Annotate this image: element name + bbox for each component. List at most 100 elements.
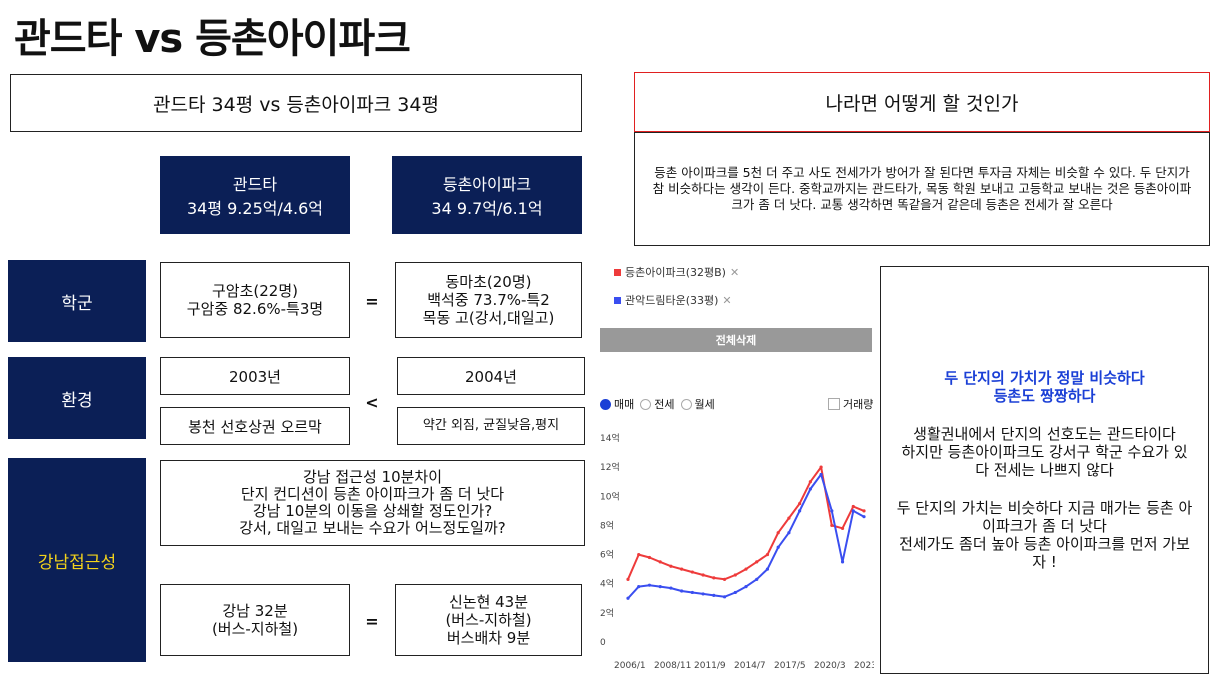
- series-2-point: [776, 545, 780, 549]
- conclusion-box: 두 단지의 가치가 정말 비슷하다 등촌도 짱짱하다 생활권내에서 단지의 선호…: [880, 266, 1209, 674]
- env-left-detail: 봉천 선호상권 오르막: [160, 407, 350, 445]
- series-2-point: [819, 472, 823, 477]
- y-tick-label: 2억: [600, 607, 614, 619]
- x-tick-label: 2020/3: [814, 661, 846, 671]
- series-1-point: [830, 523, 834, 528]
- x-tick-label: 2017/5: [774, 661, 806, 671]
- series-swatch-blue: [614, 296, 621, 304]
- env-left-year: 2003년: [160, 357, 350, 395]
- x-tick-label: 2023/1: [854, 661, 874, 671]
- conclusion-p1: 생활권내에서 단지의 선호도는 관드타이다 하지만 등촌아이파크도 강서구 학군…: [901, 425, 1188, 479]
- series-2-point: [862, 515, 866, 519]
- y-tick-label: 0: [600, 638, 606, 648]
- opinion-title: 나라면 어떻게 할 것인가: [825, 92, 1019, 115]
- series-1-point: [744, 567, 748, 571]
- conclusion-p2: 두 단지의 가치는 비슷하다 지금 매가는 등촌 아이파크가 좀 더 낫다 전세…: [896, 499, 1193, 571]
- series-1-point: [626, 577, 630, 581]
- radio-monthly[interactable]: 월세: [680, 396, 715, 412]
- series-1-point: [722, 577, 727, 581]
- opinion-body: 등촌 아이파크를 5천 더 주고 사도 전세가가 방어가 잘 된다면 투자금 자…: [652, 165, 1192, 212]
- series-line-1: [627, 466, 865, 581]
- series-1-point: [680, 567, 684, 571]
- series-1-point: [712, 576, 716, 580]
- radio-selected-icon: [600, 398, 611, 410]
- radio-sale[interactable]: 매매: [600, 396, 634, 412]
- delete-all-button[interactable]: 전체삭제: [600, 328, 872, 352]
- y-tick-label: 10억: [600, 490, 620, 502]
- gangnam-right-box: 신논현 43분 (버스-지하철) 버스배차 9분: [395, 584, 582, 656]
- series-1-point: [840, 526, 845, 530]
- series-1-point: [755, 560, 759, 564]
- series-1-point: [637, 552, 641, 557]
- page-title: 관드타 vs 등촌아이파크: [14, 16, 411, 62]
- series-1-point: [798, 501, 802, 506]
- series-1-point: [647, 555, 652, 560]
- series-2-point: [701, 592, 705, 596]
- y-tick-label: 4억: [600, 578, 614, 590]
- series-2-point: [733, 590, 737, 595]
- compare-title: 관드타 34평 vs 등촌아이파크 34평: [153, 93, 439, 116]
- close-icon[interactable]: ✕: [722, 293, 732, 307]
- series-tab-1-label: 등촌아이파크(32평B): [625, 266, 726, 279]
- series-2-point: [798, 509, 802, 513]
- series-2-point: [755, 577, 759, 581]
- series-2-point: [680, 589, 684, 593]
- opinion-body-box: 등촌 아이파크를 5천 더 주고 사도 전세가가 방어가 잘 된다면 투자금 자…: [634, 132, 1210, 246]
- env-right-year: 2004년: [397, 357, 585, 395]
- series-2-point: [626, 596, 630, 600]
- conclusion-highlight: 두 단지의 가치가 정말 비슷하다 등촌도 짱짱하다: [944, 369, 1145, 405]
- series-1-point: [851, 504, 855, 509]
- volume-toggle[interactable]: 거래량: [828, 396, 873, 412]
- series-1-point: [669, 564, 673, 568]
- radio-empty-icon: [640, 398, 652, 410]
- series-2-point: [765, 567, 770, 571]
- radio-sale-label: 매매: [614, 398, 635, 411]
- series-line-2: [627, 473, 865, 599]
- series-2-point: [647, 583, 652, 587]
- gangnam-note-box: 강남 접근성 10분차이 단지 컨디션이 등촌 아이파크가 좀 더 낫다 강남 …: [160, 460, 585, 546]
- series-2-point: [787, 531, 791, 535]
- opinion-title-box: 나라면 어떻게 할 것인가: [634, 72, 1210, 132]
- series-1-point: [733, 573, 737, 577]
- volume-label: 거래량: [843, 398, 874, 411]
- apt1-detail: 34평 9.25억/4.6억: [186, 199, 324, 218]
- series-1-point: [765, 552, 770, 557]
- series-2-point: [669, 586, 673, 590]
- series-1-point: [808, 480, 812, 484]
- env-operator: <: [365, 392, 379, 412]
- series-tab-2[interactable]: 관악드림타운(33평) ✕: [614, 292, 732, 308]
- gangnam-operator: =: [365, 611, 379, 631]
- series-1-point: [787, 516, 791, 520]
- series-1-point: [862, 509, 866, 513]
- radio-empty-icon: [680, 398, 692, 410]
- series-1-point: [658, 560, 662, 564]
- apt2-header: 등촌아이파크 34 9.7억/6.1억: [392, 156, 582, 234]
- x-tick-label: 2014/7: [734, 661, 766, 671]
- series-2-point: [851, 509, 855, 513]
- series-1-point: [701, 573, 705, 577]
- chart-widget: 등촌아이파크(32평B) ✕ 관악드림타운(33평) ✕ 전체삭제 매매 전세 …: [598, 258, 874, 672]
- radio-jeonse-label: 전세: [654, 398, 675, 411]
- x-tick-label: 2011/9: [694, 661, 726, 671]
- row-label-school: 학군: [8, 260, 146, 342]
- x-tick-label: 2008/11: [654, 661, 691, 671]
- trade-type-radios: 매매 전세 월세: [600, 396, 715, 412]
- row-label-env: 환경: [8, 357, 146, 439]
- school-right-box: 동마초(20명) 백석중 73.7%-특2 목동 고(강서,대일고): [395, 262, 582, 338]
- apt1-name: 관드타: [232, 175, 278, 194]
- series-1-point: [819, 465, 823, 469]
- row-label-gangnam: 강남접근성: [8, 458, 146, 662]
- series-2-point: [744, 585, 748, 589]
- price-chart: 0 2억 4억 6억 8억 10억 12억 14억 2006/1 2008/11 2011/9 201…: [600, 432, 874, 671]
- series-2-point: [712, 593, 716, 597]
- series-2-point: [637, 585, 641, 589]
- gangnam-left-box: 강남 32분 (버스-지하철): [160, 584, 350, 656]
- series-tab-1[interactable]: 등촌아이파크(32평B) ✕: [614, 264, 739, 280]
- series-2-point: [722, 595, 727, 599]
- radio-jeonse[interactable]: 전세: [640, 396, 675, 412]
- series-2-point: [808, 487, 812, 491]
- close-icon[interactable]: ✕: [729, 265, 740, 279]
- series-2-point: [690, 590, 694, 595]
- apt2-name: 등촌아이파크: [442, 175, 532, 194]
- series-tab-2-label: 관악드림타운(33평): [625, 294, 719, 307]
